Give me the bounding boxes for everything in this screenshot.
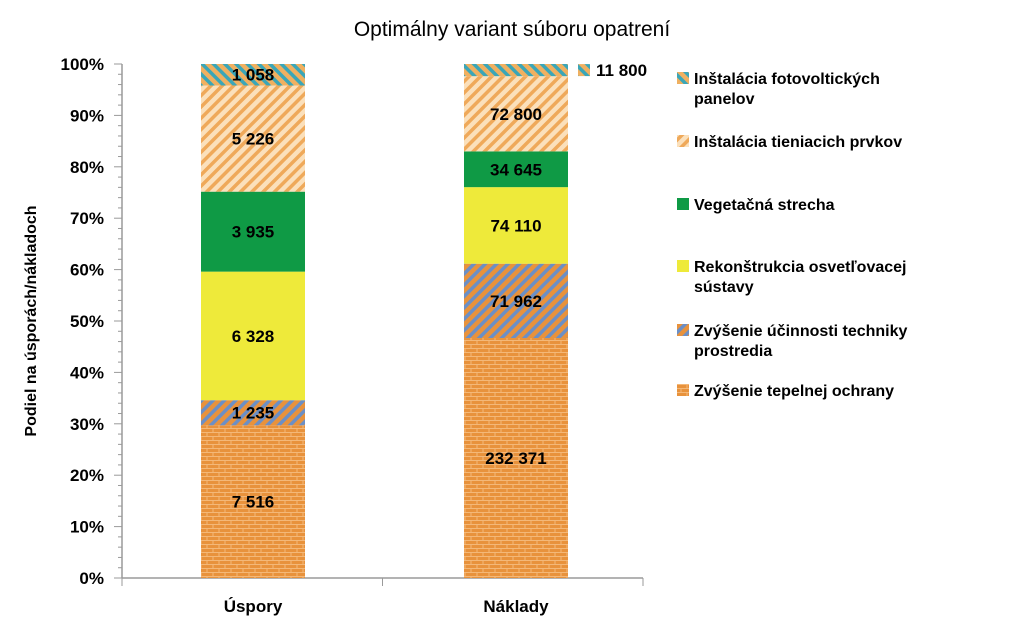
y-tick-label: 60% bbox=[70, 261, 104, 280]
legend-label-instalacia-tieniacich-prvkov: Inštalácia tieniacich prvkov bbox=[694, 134, 902, 151]
bar-segment-zvysenie-ucinnosti-techniky-prostredia-naklady bbox=[464, 263, 568, 339]
data-label: 7 516 bbox=[232, 493, 275, 512]
category-label-uspory: Úspory bbox=[224, 597, 283, 616]
legend-label-instalacia-fotovoltickych-panelov: Inštalácia fotovoltických panelov bbox=[694, 71, 880, 108]
data-labels: 7 516 1 235 6 328 3 935 5 226 1 058 232 371 71 … bbox=[232, 61, 647, 512]
y-tick-label: 40% bbox=[70, 363, 104, 382]
bar-segment-zvysenie-tepelnej-ochrany-naklady bbox=[464, 338, 568, 578]
data-label: 3 935 bbox=[232, 223, 275, 242]
y-axis-label: Podiel na úsporách/nákladoch bbox=[23, 205, 40, 436]
legend-key-zvysenie-ucinnosti-techniky-prostredia bbox=[677, 324, 689, 336]
data-label: 74 110 bbox=[490, 216, 541, 235]
y-tick-labels: 0% 10% 20% 30% 40% 50% 60% 70% 80% 90% 100% bbox=[61, 55, 104, 588]
data-label: 71 962 bbox=[490, 292, 542, 311]
y-tick-label: 0% bbox=[79, 569, 104, 588]
bar-segment-instalacia-fotovoltickych-panelov-uspory bbox=[201, 64, 305, 86]
legend-label-zvysenie-ucinnosti-techniky-prostredia: Zvýšenie účinnosti techniky prostredia bbox=[694, 323, 908, 360]
data-label: 11 800 bbox=[596, 61, 647, 80]
category-label-naklady: Náklady bbox=[483, 597, 549, 616]
y-tick-label: 90% bbox=[70, 106, 104, 125]
legend-key-rekonstrukcia-osvetlovacej-sustavy bbox=[677, 260, 689, 272]
bar-segment-vegetacna-strecha-naklady bbox=[464, 151, 568, 188]
data-label: 5 226 bbox=[232, 130, 275, 149]
data-label: 1 058 bbox=[232, 66, 275, 85]
y-tick-label: 20% bbox=[70, 466, 104, 485]
legend-label-zvysenie-tepelnej-ochrany: Zvýšenie tepelnej ochrany bbox=[694, 383, 894, 400]
legend: Inštalácia fotovoltických panelov Inštalác… bbox=[677, 71, 908, 400]
bar-segment-rekonstrukcia-osvetlovacej-sustavy-naklady bbox=[464, 187, 568, 264]
category-labels: Úspory Náklady bbox=[224, 597, 549, 616]
y-tick-label: 10% bbox=[70, 518, 104, 537]
data-label: 232 371 bbox=[485, 449, 546, 468]
legend-key-instalacia-tieniacich-prvkov bbox=[677, 135, 689, 147]
y-tick-label: 100% bbox=[61, 55, 104, 74]
data-label-key bbox=[578, 64, 590, 77]
data-label: 6 328 bbox=[232, 327, 275, 346]
legend-label-vegetacna-strecha: Vegetačná strecha bbox=[694, 197, 835, 214]
y-tick-label: 50% bbox=[70, 312, 104, 331]
bar-segment-instalacia-tieniacich-prvkov-uspory bbox=[201, 85, 305, 192]
data-label: 72 800 bbox=[490, 105, 542, 124]
bars bbox=[201, 64, 568, 578]
y-tick-label: 80% bbox=[70, 158, 104, 177]
bar-segment-instalacia-fotovoltickych-panelov-naklady bbox=[464, 64, 568, 77]
chart-title: Optimálny variant súboru opatrení bbox=[354, 18, 670, 41]
bar-segment-zvysenie-ucinnosti-techniky-prostredia-uspory bbox=[201, 400, 305, 426]
y-tick-label: 30% bbox=[70, 415, 104, 434]
legend-key-zvysenie-tepelnej-ochrany bbox=[677, 384, 689, 396]
data-label: 1 235 bbox=[232, 404, 275, 423]
data-label: 34 645 bbox=[490, 160, 542, 179]
bar-segment-instalacia-tieniacich-prvkov-naklady bbox=[464, 76, 568, 152]
legend-key-instalacia-fotovoltickych-panelov bbox=[677, 72, 689, 84]
y-tick-label: 70% bbox=[70, 209, 104, 228]
legend-key-vegetacna-strecha bbox=[677, 198, 689, 210]
bar-segment-rekonstrukcia-osvetlovacej-sustavy-uspory bbox=[201, 271, 305, 401]
bar-segment-zvysenie-tepelnej-ochrany-uspory bbox=[201, 425, 305, 578]
bar-segment-vegetacna-strecha-uspory bbox=[201, 191, 305, 272]
legend-label-rekonstrukcia-osvetlovacej-sustavy: Rekonštrukcia osvetľovacej sústavy bbox=[694, 259, 906, 296]
